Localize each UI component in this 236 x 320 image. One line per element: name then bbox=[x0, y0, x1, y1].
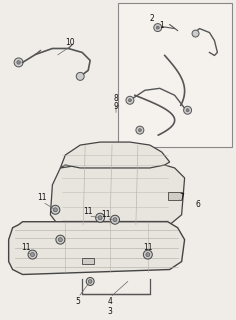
Circle shape bbox=[146, 252, 150, 257]
Circle shape bbox=[96, 213, 105, 222]
Circle shape bbox=[53, 208, 57, 212]
Circle shape bbox=[17, 60, 20, 64]
Text: 10: 10 bbox=[65, 38, 75, 47]
Circle shape bbox=[76, 72, 84, 80]
Circle shape bbox=[156, 26, 159, 29]
Circle shape bbox=[113, 218, 117, 222]
Polygon shape bbox=[60, 142, 170, 168]
Text: 2: 2 bbox=[149, 14, 154, 23]
Circle shape bbox=[138, 129, 141, 132]
Circle shape bbox=[28, 250, 37, 259]
Text: 11: 11 bbox=[143, 243, 152, 252]
Polygon shape bbox=[9, 222, 185, 275]
Circle shape bbox=[14, 58, 23, 67]
Text: 3: 3 bbox=[108, 307, 113, 316]
Circle shape bbox=[58, 238, 62, 242]
Circle shape bbox=[98, 216, 102, 220]
Bar bbox=[82, 258, 94, 264]
Circle shape bbox=[154, 24, 162, 32]
Text: 11: 11 bbox=[84, 207, 93, 216]
Circle shape bbox=[192, 30, 199, 37]
Circle shape bbox=[184, 106, 192, 114]
Circle shape bbox=[19, 266, 26, 273]
Text: 9: 9 bbox=[114, 102, 118, 111]
Text: 11: 11 bbox=[101, 210, 111, 219]
Circle shape bbox=[88, 280, 92, 283]
Text: 6: 6 bbox=[195, 200, 200, 209]
Circle shape bbox=[86, 277, 94, 285]
Circle shape bbox=[30, 252, 34, 257]
Circle shape bbox=[126, 96, 134, 104]
Text: 7: 7 bbox=[179, 193, 184, 202]
Polygon shape bbox=[51, 162, 185, 228]
Text: 1: 1 bbox=[159, 21, 164, 30]
Circle shape bbox=[51, 205, 60, 214]
Circle shape bbox=[128, 99, 131, 102]
Circle shape bbox=[110, 215, 119, 224]
Text: 11: 11 bbox=[21, 243, 30, 252]
Circle shape bbox=[136, 126, 144, 134]
Circle shape bbox=[143, 250, 152, 259]
Text: 4: 4 bbox=[108, 297, 113, 306]
Bar bbox=[118, 3, 232, 147]
Circle shape bbox=[56, 235, 65, 244]
Bar bbox=[168, 192, 182, 200]
Circle shape bbox=[186, 109, 189, 112]
Text: 8: 8 bbox=[114, 94, 118, 103]
Text: 5: 5 bbox=[76, 297, 81, 306]
Text: 11: 11 bbox=[38, 193, 47, 202]
